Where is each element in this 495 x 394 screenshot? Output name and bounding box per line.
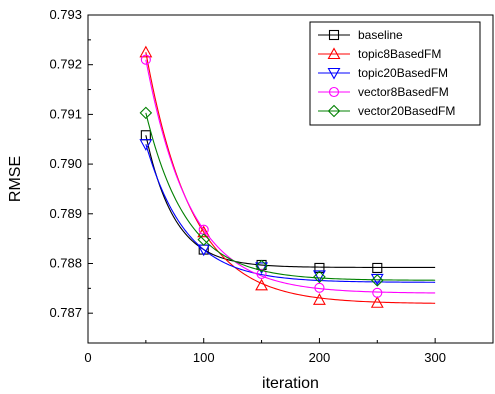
y-tick-label: 0.789 [49, 206, 82, 221]
data-point [313, 270, 326, 284]
data-point [255, 259, 268, 273]
data-point [371, 274, 384, 287]
data-point [139, 106, 153, 120]
plot-area: 0 100 200 300 0.787 0.788 0.789 0.790 0.791 0.79… [49, 7, 494, 365]
x-axis-title: iteration [262, 375, 319, 392]
y-tick-label: 0.790 [49, 156, 82, 171]
data-point [314, 282, 325, 293]
data-point [255, 278, 269, 291]
series-line [145, 144, 436, 283]
legend-item: vector20BasedFM [318, 104, 455, 118]
legend-label: vector20BasedFM [358, 104, 455, 118]
data-point [372, 287, 383, 298]
series-vector20BasedFM [139, 106, 436, 287]
series-layer [139, 45, 436, 308]
series-line [145, 112, 436, 281]
series-line [145, 135, 436, 268]
series-line [145, 52, 436, 304]
data-point [370, 296, 384, 308]
data-point [197, 233, 210, 246]
series-vector8BasedFM [140, 54, 436, 298]
legend: baseline topic8BasedFM topic20BasedFM vecto… [309, 21, 481, 126]
x-tick-label: 200 [309, 350, 331, 365]
data-point [139, 139, 153, 151]
plot-frame [87, 14, 494, 344]
series-line [145, 59, 436, 294]
data-point [372, 262, 383, 274]
data-point [312, 293, 326, 305]
legend-marker [328, 29, 340, 41]
legend-marker [327, 47, 341, 60]
data-point [139, 45, 153, 58]
legend-item: baseline [318, 28, 403, 42]
series-topic20BasedFM [139, 139, 436, 286]
y-tick-label: 0.788 [49, 255, 82, 270]
legend-label: topic20BasedFM [358, 66, 448, 80]
y-axis-title: RMSE [7, 156, 24, 202]
legend-marker [327, 104, 341, 118]
legend-item: vector8BasedFM [318, 85, 449, 99]
legend-item: topic8BasedFM [318, 47, 441, 61]
series-baseline [140, 130, 436, 274]
legend-marker [328, 86, 340, 98]
legend-label: baseline [358, 28, 403, 42]
data-point [140, 54, 151, 65]
data-point [197, 225, 211, 238]
x-tick-label: 300 [424, 350, 446, 365]
legend-marker [327, 67, 341, 80]
series-topic8BasedFM [139, 45, 436, 308]
y-tick-label: 0.791 [49, 106, 82, 121]
y-tick-label: 0.793 [49, 7, 82, 22]
legend-item: topic20BasedFM [318, 66, 448, 80]
data-point [140, 130, 151, 141]
x-tick-label: 0 [84, 350, 91, 365]
data-point [256, 268, 267, 279]
x-axis: 0 100 200 300 [84, 338, 446, 365]
legend-label: vector8BasedFM [358, 85, 449, 99]
y-tick-label: 0.792 [49, 57, 82, 72]
y-axis: 0.787 0.788 0.789 0.790 0.791 0.792 0.793 [49, 7, 93, 320]
y-tick-label: 0.787 [49, 305, 82, 320]
x-tick-label: 100 [193, 350, 215, 365]
legend-label: topic8BasedFM [358, 47, 441, 61]
data-point [314, 262, 325, 274]
